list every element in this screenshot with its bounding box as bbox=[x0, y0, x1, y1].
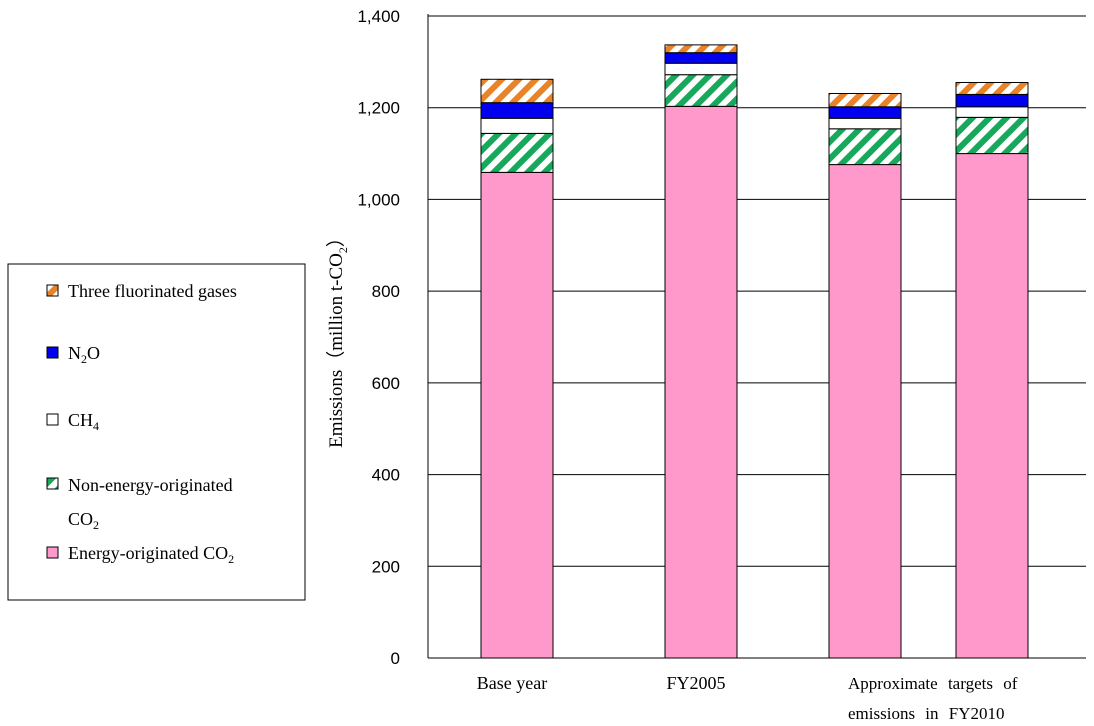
bar-segment-ch4 bbox=[955, 106, 1029, 118]
y-axis-title: Emissions（million t-CO2） bbox=[325, 228, 350, 448]
bar-segment-energy-co2 bbox=[480, 171, 554, 659]
legend-label-non-energy-co2-sub: 2 bbox=[93, 518, 99, 532]
legend-box bbox=[7, 263, 306, 601]
legend-swatch-non-energy-co2 bbox=[46, 477, 59, 490]
bar-segment-ch4 bbox=[664, 62, 738, 76]
bar-segment-three-fluorinated-gases bbox=[480, 78, 554, 104]
legend-swatch-three-fluorinated-gases bbox=[46, 284, 59, 297]
legend-label-non-energy-co2-text: Non-energy-originated bbox=[68, 475, 233, 495]
bar-segment-ch4 bbox=[828, 117, 902, 130]
bar-segment-non-energy-co2 bbox=[480, 132, 554, 173]
bar-segment-three-fluorinated-gases bbox=[955, 81, 1029, 95]
legend-swatch-n2o bbox=[46, 346, 59, 359]
legend-label-ch4: CH4 bbox=[68, 410, 99, 433]
legend-label-n2o-sub: 2 bbox=[81, 352, 87, 366]
x-label-fy2005: FY2005 bbox=[666, 673, 725, 693]
y-tick-labels: 0 200 400 600 800 1,000 1,200 1,400 bbox=[357, 7, 400, 668]
bar-segment-n2o bbox=[828, 106, 902, 119]
bar-segment-n2o bbox=[664, 52, 738, 64]
legend-label-three-fluorinated-gases-text: Three fluorinated gases bbox=[68, 281, 237, 301]
y-tick-label: 1,000 bbox=[357, 190, 400, 209]
y-tick-label: 1,400 bbox=[357, 7, 400, 26]
y-axis-title-main: Emissions（million t-CO bbox=[325, 253, 347, 448]
legend-label-ch4-text: CH bbox=[68, 410, 93, 430]
bar-segment-n2o bbox=[480, 102, 554, 119]
y-axis-title-tail: ） bbox=[325, 228, 347, 247]
legend-label-n2o: N2O bbox=[68, 343, 100, 366]
legend-swatch-energy-co2 bbox=[46, 546, 59, 559]
legend: Three fluorinated gases N2O CH4 Non-ener… bbox=[7, 263, 306, 601]
y-tick-label: 0 bbox=[391, 649, 400, 668]
bar-segment-three-fluorinated-gases bbox=[664, 44, 738, 54]
legend-swatch-ch4 bbox=[46, 413, 59, 426]
legend-label-energy-co2-text: Energy-originated CO bbox=[68, 543, 228, 563]
legend-label-n2o-text: N bbox=[68, 343, 81, 363]
bar-segment-non-energy-co2 bbox=[828, 128, 902, 166]
y-tick-label: 200 bbox=[372, 557, 400, 576]
legend-label-non-energy-co2-line2: CO2 bbox=[68, 509, 99, 532]
y-tick-label: 400 bbox=[372, 466, 400, 485]
y-tick-label: 1,200 bbox=[357, 99, 400, 118]
legend-label-ch4-sub: 4 bbox=[93, 419, 99, 433]
legend-label-non-energy-co2: Non-energy-originated bbox=[68, 475, 233, 495]
legend-label-energy-co2: Energy-originated CO2 bbox=[68, 543, 234, 566]
legend-label-three-fluorinated-gases: Three fluorinated gases bbox=[68, 281, 237, 301]
legend-label-n2o-tail: O bbox=[87, 343, 100, 363]
bar-segment-energy-co2 bbox=[955, 153, 1029, 659]
bar-segment-energy-co2 bbox=[828, 164, 902, 659]
bar-segment-non-energy-co2 bbox=[955, 116, 1029, 155]
bar-segment-energy-co2 bbox=[664, 105, 738, 659]
y-tick-label: 600 bbox=[372, 374, 400, 393]
y-tick-label: 800 bbox=[372, 282, 400, 301]
x-label-target-line2: emissions in FY2010 bbox=[848, 704, 1005, 723]
bar-segment-n2o bbox=[955, 93, 1029, 108]
bars bbox=[480, 44, 1029, 659]
bar-segment-ch4 bbox=[480, 117, 554, 134]
bar-segment-three-fluorinated-gases bbox=[828, 92, 902, 108]
legend-label-non-energy-co2-line2-text: CO bbox=[68, 509, 93, 529]
x-label-base-year: Base year bbox=[477, 673, 547, 693]
y-axis-title-sub: 2 bbox=[336, 247, 350, 253]
bar-segment-non-energy-co2 bbox=[664, 74, 738, 107]
x-label-target-line1: Approximate targets of bbox=[848, 674, 1018, 693]
legend-label-energy-co2-sub: 2 bbox=[228, 552, 234, 566]
